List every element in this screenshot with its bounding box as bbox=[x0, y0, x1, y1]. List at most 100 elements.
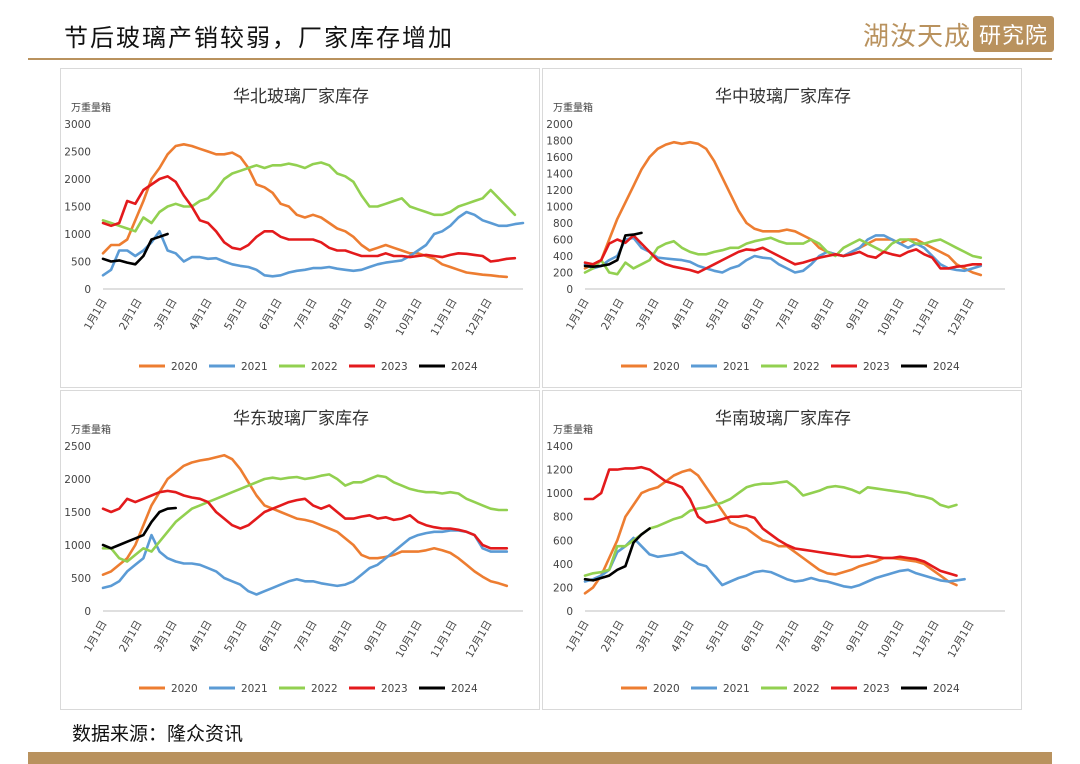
y-tick-label: 1400 bbox=[546, 169, 573, 181]
y-tick-label: 0 bbox=[84, 606, 91, 618]
series-line-2024 bbox=[583, 527, 651, 582]
x-tick-label: 1月1日 bbox=[82, 619, 110, 655]
x-tick-label: 10月1日 bbox=[394, 297, 425, 339]
x-tick-label: 8月1日 bbox=[327, 297, 355, 333]
y-tick-label: 1400 bbox=[546, 441, 573, 453]
x-tick-label: 9月1日 bbox=[844, 619, 872, 655]
series-line-2021 bbox=[101, 210, 525, 278]
x-tick-label: 9月1日 bbox=[362, 297, 390, 333]
chart-panel-north: 华北玻璃厂家库存 万重量箱 0 500 1000 1500 2000 2500 3000 1月1日… bbox=[60, 68, 540, 388]
x-tick-label: 10月1日 bbox=[876, 619, 907, 661]
series-line-2022 bbox=[583, 236, 983, 276]
x-tick-label: 3月1日 bbox=[152, 619, 180, 655]
legend-label-2022: 2022 bbox=[311, 683, 338, 695]
logo-brand-text: 湖汝天成 bbox=[862, 21, 971, 52]
x-tick-label: 1月1日 bbox=[564, 619, 592, 655]
x-tick-label: 10月1日 bbox=[876, 297, 907, 339]
x-tick-label: 12月1日 bbox=[946, 297, 977, 339]
legend-label-2023: 2023 bbox=[381, 683, 408, 695]
legend-label-2024: 2024 bbox=[933, 683, 960, 695]
x-tick-label: 9月1日 bbox=[844, 297, 872, 333]
chart-title: 华东玻璃厂家库存 bbox=[233, 409, 369, 429]
series-line-2023 bbox=[583, 465, 958, 577]
legend-label-2024: 2024 bbox=[933, 361, 960, 373]
x-tick-label: 7月1日 bbox=[292, 619, 320, 655]
x-tick-label: 6月1日 bbox=[257, 297, 285, 333]
x-tick-label: 5月1日 bbox=[222, 619, 250, 655]
legend-label-2020: 2020 bbox=[171, 683, 198, 695]
legend-label-2020: 2020 bbox=[653, 361, 680, 373]
series-line-2022 bbox=[101, 161, 517, 233]
y-tick-label: 2000 bbox=[64, 474, 91, 486]
y-tick-label: 2500 bbox=[64, 441, 91, 453]
x-tick-label: 7月1日 bbox=[774, 619, 802, 655]
series-line-2023 bbox=[101, 489, 509, 550]
legend-label-2021: 2021 bbox=[723, 683, 750, 695]
legend-label-2024: 2024 bbox=[451, 361, 478, 373]
x-tick-label: 11月1日 bbox=[429, 297, 460, 339]
legend-label-2023: 2023 bbox=[863, 361, 890, 373]
chart-panel-central: 华中玻璃厂家库存 万重量箱 0 200 400 600 800 1000 1200 1400 160… bbox=[542, 68, 1022, 388]
series-line-2021 bbox=[101, 529, 509, 596]
y-tick-label: 2000 bbox=[546, 119, 573, 131]
y-tick-label: 3000 bbox=[64, 119, 91, 131]
legend-label-2024: 2024 bbox=[451, 683, 478, 695]
x-tick-label: 12月1日 bbox=[464, 619, 495, 661]
y-unit-label: 万重量箱 bbox=[71, 101, 111, 114]
x-tick-label: 1月1日 bbox=[82, 297, 110, 333]
series-line-2024 bbox=[101, 232, 169, 266]
y-unit-label: 万重量箱 bbox=[553, 101, 593, 114]
legend-label-2021: 2021 bbox=[241, 683, 268, 695]
x-tick-label: 3月1日 bbox=[152, 297, 180, 333]
x-tick-label: 7月1日 bbox=[774, 297, 802, 333]
y-tick-label: 500 bbox=[71, 573, 91, 585]
x-tick-label: 4月1日 bbox=[669, 297, 697, 333]
x-tick-label: 1月1日 bbox=[564, 297, 592, 333]
legend-label-2022: 2022 bbox=[793, 683, 820, 695]
x-tick-label: 5月1日 bbox=[704, 297, 732, 333]
company-logo: 湖汝天成 研究院 bbox=[863, 16, 1054, 52]
y-tick-label: 1000 bbox=[64, 229, 91, 241]
chart-panel-south: 华南玻璃厂家库存 万重量箱 0 200 400 600 800 1000 1200 1400 1月1… bbox=[542, 390, 1022, 710]
y-tick-label: 500 bbox=[71, 257, 91, 269]
y-tick-label: 1000 bbox=[64, 540, 91, 552]
x-tick-label: 10月1日 bbox=[394, 619, 425, 661]
slide-title: 节后玻璃产销较弱，厂家库存增加 bbox=[64, 24, 454, 52]
footer-bar bbox=[28, 752, 1052, 764]
x-tick-label: 12月1日 bbox=[464, 297, 495, 339]
y-tick-label: 1200 bbox=[546, 185, 573, 197]
legend-label-2021: 2021 bbox=[241, 361, 268, 373]
legend-label-2023: 2023 bbox=[863, 683, 890, 695]
y-tick-label: 400 bbox=[553, 251, 573, 263]
series-line-2022 bbox=[101, 473, 509, 563]
x-tick-label: 6月1日 bbox=[739, 619, 767, 655]
y-tick-label: 1600 bbox=[546, 152, 573, 164]
y-tick-label: 200 bbox=[553, 268, 573, 280]
series-line-2024 bbox=[583, 231, 643, 268]
x-tick-label: 8月1日 bbox=[809, 297, 837, 333]
y-tick-label: 0 bbox=[566, 284, 573, 296]
x-tick-label: 11月1日 bbox=[911, 619, 942, 661]
y-tick-label: 600 bbox=[553, 235, 573, 247]
y-tick-label: 1800 bbox=[546, 136, 573, 148]
series-line-2023 bbox=[583, 234, 983, 274]
chart-panel-east: 华东玻璃厂家库存 万重量箱 0 500 1000 1500 2000 2500 1月1日 2月1日… bbox=[60, 390, 540, 710]
legend-label-2022: 2022 bbox=[793, 361, 820, 373]
series-line-2021 bbox=[583, 536, 966, 589]
x-tick-label: 5月1日 bbox=[704, 619, 732, 655]
chart-title: 华中玻璃厂家库存 bbox=[715, 87, 851, 107]
x-tick-label: 2月1日 bbox=[117, 619, 145, 655]
x-tick-label: 8月1日 bbox=[327, 619, 355, 655]
data-source-note: 数据来源：隆众资讯 bbox=[72, 723, 244, 745]
chart-title: 华南玻璃厂家库存 bbox=[715, 409, 851, 429]
y-tick-label: 400 bbox=[553, 559, 573, 571]
y-tick-label: 2000 bbox=[64, 174, 91, 186]
x-tick-label: 4月1日 bbox=[187, 297, 215, 333]
series-line-2020 bbox=[101, 143, 509, 279]
chart-title: 华北玻璃厂家库存 bbox=[233, 87, 369, 107]
legend-label-2020: 2020 bbox=[171, 361, 198, 373]
